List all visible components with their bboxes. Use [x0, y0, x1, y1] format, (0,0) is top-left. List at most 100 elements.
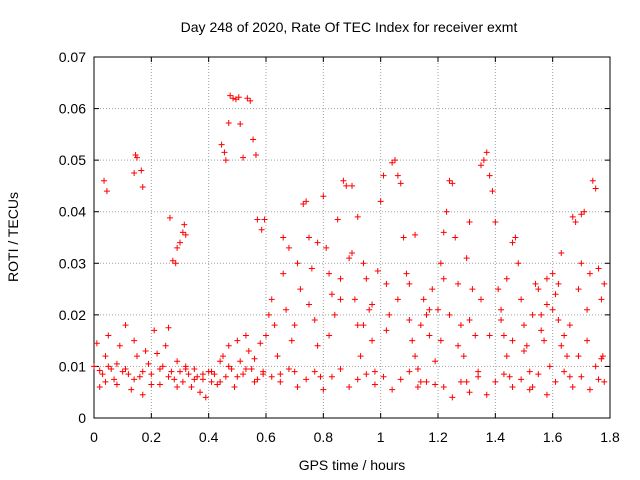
data-point — [549, 270, 556, 277]
data-point — [268, 296, 275, 303]
data-point — [555, 280, 562, 287]
data-point — [93, 340, 100, 347]
data-point — [543, 275, 550, 282]
data-point — [328, 373, 335, 380]
data-point — [237, 121, 244, 128]
data-point — [349, 249, 355, 256]
data-point — [191, 376, 198, 383]
data-point — [435, 306, 441, 313]
y-axis-label: ROTI / TECUs — [5, 192, 21, 282]
data-point — [211, 371, 218, 378]
data-point — [148, 381, 155, 388]
y-tick-label: 0.04 — [59, 204, 86, 220]
data-point — [268, 373, 275, 380]
data-point — [323, 244, 330, 251]
data-point — [475, 373, 482, 380]
data-point — [512, 234, 519, 241]
data-point — [139, 391, 146, 398]
data-point — [306, 301, 312, 308]
data-point — [561, 368, 568, 375]
data-point — [285, 366, 292, 373]
data-point — [240, 371, 247, 378]
data-point — [102, 353, 109, 360]
data-point — [248, 366, 255, 373]
data-point — [320, 386, 327, 393]
data-point — [595, 265, 602, 272]
data-point — [446, 177, 453, 184]
data-point — [466, 389, 473, 396]
data-point — [311, 368, 318, 375]
data-point — [578, 373, 585, 380]
data-point — [156, 366, 163, 373]
x-axis-label: GPS time / hours — [299, 457, 406, 473]
data-point — [113, 360, 120, 367]
data-point — [199, 376, 206, 383]
data-point — [503, 275, 510, 282]
data-point — [500, 371, 507, 378]
data-point — [139, 368, 146, 375]
data-point — [569, 384, 576, 391]
data-point — [377, 198, 384, 205]
data-point — [506, 373, 513, 380]
data-point — [437, 337, 444, 344]
data-point — [535, 371, 542, 378]
data-point — [598, 296, 605, 303]
data-point — [217, 378, 224, 385]
data-point — [380, 373, 387, 380]
data-point — [371, 381, 378, 388]
data-point — [437, 260, 444, 267]
data-point — [463, 255, 470, 262]
data-point — [280, 234, 287, 241]
data-point — [409, 337, 416, 344]
y-tick-label: 0.05 — [59, 152, 86, 168]
data-point — [168, 368, 175, 375]
data-point — [432, 381, 439, 388]
data-point — [526, 368, 533, 375]
data-point — [426, 306, 433, 313]
data-point — [231, 384, 238, 391]
data-point — [492, 378, 499, 385]
plot-frame — [93, 56, 611, 419]
data-point — [417, 378, 424, 385]
data-point — [142, 347, 149, 354]
data-point — [598, 355, 605, 362]
data-point — [242, 332, 249, 339]
data-point — [535, 286, 542, 293]
data-point — [369, 337, 376, 344]
data-point — [247, 97, 254, 104]
data-point — [360, 322, 367, 329]
data-point — [478, 162, 484, 169]
data-point — [166, 214, 173, 221]
data-point — [181, 221, 188, 228]
data-point — [538, 327, 545, 334]
data-point — [320, 193, 327, 200]
data-point — [392, 157, 398, 164]
data-point — [131, 376, 138, 383]
data-point — [134, 154, 140, 161]
data-point — [369, 301, 376, 308]
data-point — [174, 384, 181, 391]
data-point — [480, 157, 487, 164]
x-tick-label: 1.2 — [428, 429, 448, 445]
data-point — [498, 306, 505, 313]
data-point — [148, 371, 155, 378]
data-point — [277, 378, 284, 385]
y-tick-label: 0.01 — [59, 358, 86, 374]
data-point — [326, 332, 333, 339]
data-point — [222, 373, 229, 380]
data-point — [509, 337, 516, 344]
data-point — [174, 358, 181, 365]
data-point — [592, 185, 599, 192]
data-point — [572, 219, 579, 226]
data-point — [495, 286, 502, 293]
data-point — [521, 322, 527, 329]
data-point — [543, 391, 550, 398]
data-point — [145, 360, 152, 367]
data-point — [420, 296, 427, 303]
data-point — [225, 342, 232, 349]
data-point — [202, 394, 209, 401]
data-point — [526, 386, 533, 393]
data-point — [586, 386, 593, 393]
data-point — [234, 373, 241, 380]
